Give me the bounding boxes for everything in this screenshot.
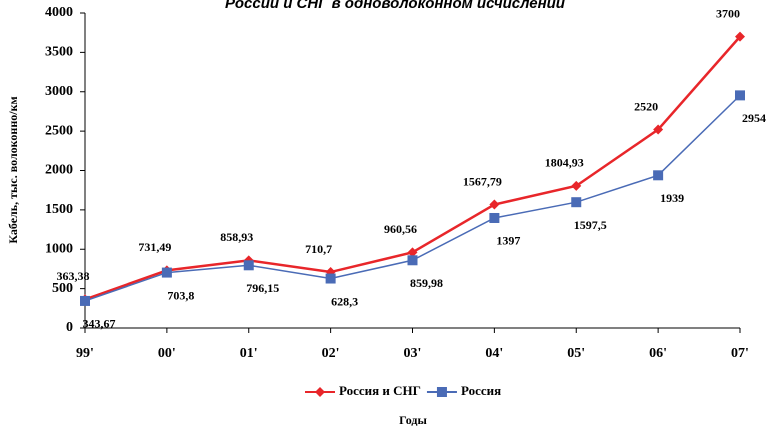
- marker: [161, 267, 172, 278]
- marker: [407, 255, 418, 266]
- data-label: 710,7: [305, 242, 332, 256]
- marker: [436, 387, 447, 397]
- series-line: [84, 94, 741, 302]
- marker: [80, 295, 90, 306]
- marker: [325, 273, 336, 284]
- data-label: 3700: [716, 6, 740, 20]
- marker: [407, 247, 418, 258]
- chart-title: России и СНГ в одноволоконном исчислении: [225, 0, 565, 12]
- y-tick-label: 3500: [45, 45, 73, 60]
- marker: [571, 180, 582, 191]
- data-label: 1939: [660, 191, 684, 205]
- data-label: 859,98: [410, 276, 443, 290]
- x-tick-label: 06': [649, 346, 667, 361]
- data-label: 703,8: [167, 288, 194, 302]
- x-tick-label: 04': [485, 346, 503, 361]
- legend-label: Россия и СНГ: [339, 383, 421, 398]
- legend-label: Россия: [461, 383, 501, 398]
- data-label: 731,49: [138, 240, 171, 254]
- y-tick-label: 2500: [45, 123, 73, 138]
- y-tick-label: 2000: [45, 163, 73, 178]
- x-tick-label: 02': [322, 346, 340, 361]
- data-label: 1804,93: [545, 156, 584, 170]
- x-tick-label: 03': [404, 346, 422, 361]
- marker: [653, 170, 664, 181]
- data-label: 858,93: [220, 230, 253, 244]
- x-axis-label: Годы: [399, 413, 427, 427]
- marker: [489, 212, 500, 223]
- data-label: 1597,5: [574, 218, 607, 232]
- x-tick-label: 01': [240, 346, 258, 361]
- y-tick-label: 1000: [45, 241, 73, 256]
- x-tick-label: 07': [731, 346, 749, 361]
- marker: [489, 199, 500, 210]
- y-tick-label: 3000: [45, 84, 73, 99]
- x-tick-label: 99': [76, 346, 94, 361]
- data-label: 363,38: [57, 269, 90, 283]
- marker: [571, 197, 582, 208]
- marker: [243, 260, 254, 271]
- y-tick-label: 0: [66, 320, 73, 335]
- data-label: 1397: [496, 234, 520, 248]
- x-tick-label: 05': [567, 346, 585, 361]
- marker: [735, 31, 745, 42]
- marker: [735, 90, 745, 101]
- y-tick-label: 4000: [45, 5, 73, 20]
- y-axis-label: Кабель, тыс. волоконно/км: [6, 96, 20, 243]
- marker: [315, 387, 325, 397]
- marker: [653, 124, 664, 135]
- data-label: 628,3: [331, 294, 358, 308]
- data-label: 2520: [634, 99, 658, 113]
- data-label: 1567,79: [463, 174, 502, 188]
- y-tick-label: 1500: [45, 202, 73, 217]
- x-tick-label: 00': [158, 346, 176, 361]
- y-tick-label: 500: [52, 281, 73, 296]
- data-label: 960,56: [384, 222, 417, 236]
- data-label: 2954: [742, 111, 766, 125]
- data-label: 343,67: [83, 317, 116, 331]
- data-label: 796,15: [246, 281, 279, 295]
